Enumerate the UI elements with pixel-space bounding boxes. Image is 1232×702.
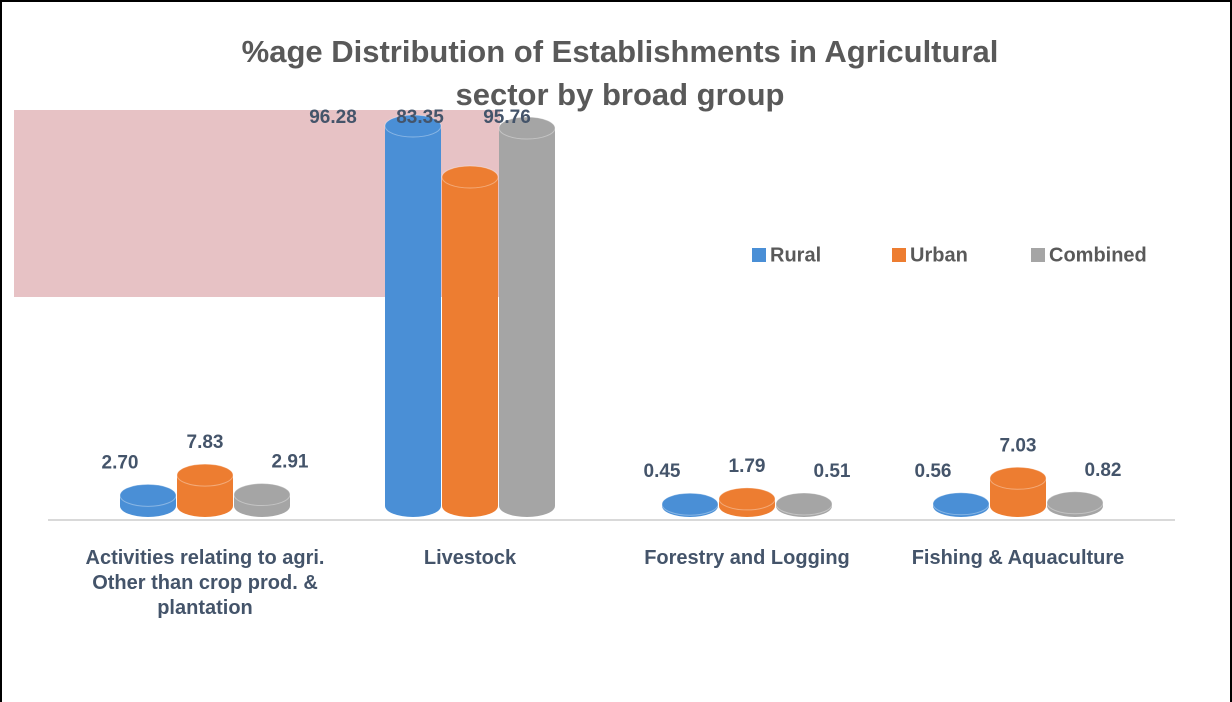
x-label-box: Livestock bbox=[423, 547, 517, 569]
legend-swatch bbox=[892, 248, 906, 262]
bar-top bbox=[932, 492, 990, 516]
value-label: 96.28 bbox=[309, 107, 357, 128]
bar-top bbox=[384, 114, 442, 138]
value-label: 0.56 bbox=[915, 461, 952, 482]
chart-title: %age Distribution of Establishments in A… bbox=[241, 34, 999, 112]
bar bbox=[989, 466, 1047, 517]
bar-body bbox=[499, 128, 555, 506]
bar-top bbox=[661, 492, 719, 516]
bar bbox=[384, 114, 442, 517]
x-tick-label: Activities relating to agri. Other than … bbox=[85, 547, 325, 619]
x-tick-label: Livestock bbox=[423, 547, 517, 569]
x-tick-label: Forestry and Logging bbox=[644, 547, 850, 569]
bar-top bbox=[498, 116, 556, 140]
bar bbox=[661, 492, 719, 517]
value-label: 7.83 bbox=[187, 432, 224, 453]
value-label: 7.03 bbox=[1000, 435, 1037, 456]
value-label: 95.76 bbox=[483, 107, 531, 128]
bar-top bbox=[718, 487, 776, 511]
x-label-box: Activities relating to agri. Other than … bbox=[85, 547, 325, 619]
value-label: 0.82 bbox=[1085, 460, 1122, 481]
title-box: %age Distribution of Establishments in A… bbox=[241, 34, 999, 112]
bar bbox=[119, 483, 177, 517]
bar-body bbox=[385, 126, 441, 506]
value-label: 1.79 bbox=[729, 456, 766, 477]
bar-top bbox=[119, 483, 177, 507]
bar bbox=[932, 492, 990, 517]
value-label: 2.70 bbox=[102, 452, 139, 473]
value-label: 83.35 bbox=[396, 107, 444, 128]
value-label: 0.45 bbox=[644, 461, 681, 482]
legend-swatch bbox=[1031, 248, 1045, 262]
bar bbox=[775, 492, 833, 517]
bar bbox=[498, 116, 556, 517]
bar bbox=[718, 487, 776, 517]
bar-top bbox=[233, 483, 291, 507]
bar bbox=[1046, 491, 1104, 517]
bar-top bbox=[1046, 491, 1104, 515]
bar bbox=[233, 483, 291, 517]
legend-label: Urban bbox=[910, 244, 968, 266]
bar-top bbox=[441, 165, 499, 189]
bar bbox=[176, 463, 234, 517]
value-label: 2.91 bbox=[272, 452, 309, 473]
x-label-box: Fishing & Aquaculture bbox=[911, 547, 1125, 569]
legend-swatch bbox=[752, 248, 766, 262]
bar-body bbox=[442, 177, 498, 506]
legend-label: Rural bbox=[770, 244, 821, 266]
bar-top bbox=[176, 463, 234, 487]
bar-top bbox=[989, 466, 1047, 490]
x-label-box: Forestry and Logging bbox=[644, 547, 850, 569]
bar-top bbox=[775, 492, 833, 516]
legend-label: Combined bbox=[1049, 244, 1147, 266]
x-tick-label: Fishing & Aquaculture bbox=[911, 547, 1125, 569]
value-label: 0.51 bbox=[814, 461, 851, 482]
bar bbox=[441, 165, 499, 517]
